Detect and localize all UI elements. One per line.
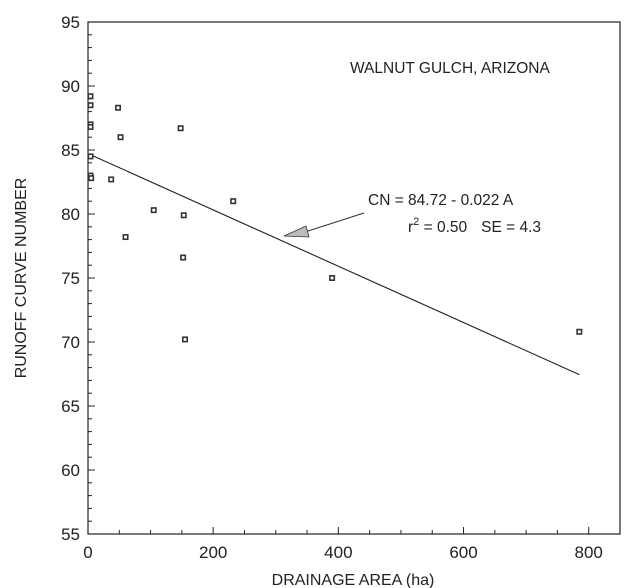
se-value: SE = 4.3 [481, 219, 541, 236]
data-point [87, 123, 94, 130]
arrow-head [283, 225, 310, 238]
data-point [230, 198, 237, 205]
data-point [180, 212, 187, 219]
data-point [150, 207, 157, 214]
arrow-shaft [304, 212, 365, 233]
x-tick-label: 800 [575, 543, 603, 562]
x-axis-title: DRAINAGE AREA (ha) [272, 572, 435, 588]
axis-ticks [87, 21, 621, 535]
data-point [108, 176, 115, 183]
r2-prefix: r [408, 219, 413, 236]
y-tick-label: 80 [61, 205, 80, 224]
data-point [177, 125, 184, 132]
r2-value: = 0.50 [419, 219, 467, 236]
y-tick-label: 60 [61, 461, 80, 480]
y-tick-label: 70 [61, 333, 80, 352]
x-tick-label: 200 [199, 543, 227, 562]
data-point [87, 93, 94, 100]
data-points [87, 93, 583, 343]
location-label: WALNUT GULCH, ARIZONA [350, 60, 550, 77]
y-axis-title: RUNOFF CURVE NUMBER [13, 178, 30, 379]
equation-label: CN = 84.72 - 0.022 A [368, 192, 514, 209]
x-tick-label: 0 [83, 543, 92, 562]
data-point [182, 336, 189, 343]
stats-label: r2 = 0.50 SE = 4.3 [408, 216, 541, 236]
y-tick-label: 75 [61, 269, 80, 288]
y-tick-label: 65 [61, 397, 80, 416]
y-tick-label: 85 [61, 141, 80, 160]
y-tick-label: 55 [61, 525, 80, 544]
tick-labels: 55 60 65 70 75 80 85 90 95 0 200 400 600 800 [61, 13, 603, 562]
r2-superscript: 2 [413, 216, 419, 228]
regression-line [87, 153, 580, 376]
data-point [115, 104, 122, 111]
x-tick-label: 400 [324, 543, 352, 562]
y-tick-label: 95 [61, 13, 80, 32]
y-tick-label: 90 [61, 77, 80, 96]
data-point [88, 175, 95, 182]
data-point [180, 254, 187, 261]
data-point [122, 234, 129, 241]
data-point [329, 274, 336, 281]
data-point [117, 134, 124, 141]
data-point [576, 328, 583, 335]
data-point [87, 102, 94, 109]
x-tick-label: 600 [449, 543, 477, 562]
data-point [87, 153, 94, 160]
plot-frame [87, 21, 621, 535]
arrow-annotation [283, 212, 365, 238]
